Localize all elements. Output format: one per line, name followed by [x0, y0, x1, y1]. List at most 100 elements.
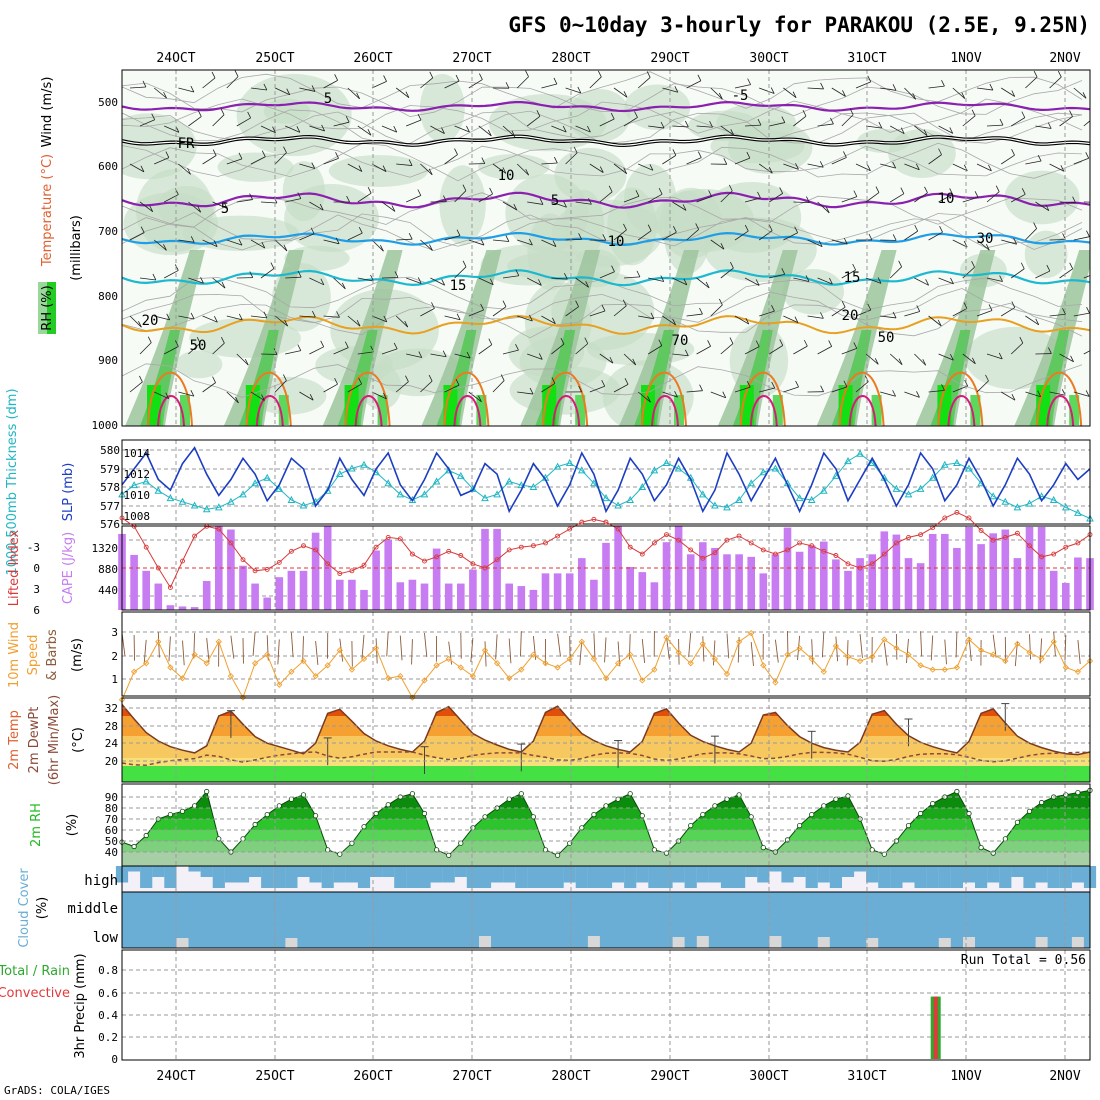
upper-wind-barb: [1073, 157, 1089, 165]
cloud-high-bar: [515, 866, 528, 888]
cloud-high-bar: [527, 866, 540, 888]
lifted-index-point: [651, 540, 657, 546]
thickness-point: [844, 457, 852, 465]
upper-wind-barb: [744, 346, 760, 355]
contour-label: 10: [608, 234, 625, 250]
lifted-index-point: [954, 509, 960, 515]
cape-bar: [444, 583, 453, 610]
cape-bar: [868, 554, 876, 610]
upper-wind-barb: [395, 381, 409, 393]
cape-bar: [590, 579, 598, 610]
upper-wind-barb: [734, 157, 751, 165]
upper-wind-barb-flag: [684, 349, 689, 356]
upper-wind-barb-flag: [140, 226, 145, 233]
upper-wind-barb-flag: [999, 275, 1003, 282]
temp-unit-label: (°C): [71, 727, 86, 753]
contour-label: 20: [142, 313, 159, 329]
rh-shading-blob: [175, 350, 223, 379]
upper-wind-barb-flag: [383, 392, 387, 400]
upper-wind-barb-flag: [320, 340, 325, 348]
upper-wind-barb: [139, 342, 152, 355]
thickness-point: [590, 479, 598, 487]
wind-label-1: 10m Wind: [7, 622, 22, 688]
upper-wind-barb: [817, 277, 833, 285]
rh-point: [615, 796, 621, 802]
wind-speed-point: [748, 629, 755, 637]
cape-bar: [190, 607, 199, 610]
upper-wind-barb-flag: [1069, 110, 1073, 117]
upper-wind-barb-flag: [1069, 262, 1074, 270]
date-label-top: 31OCT: [847, 51, 886, 66]
cape-bar: [287, 570, 296, 610]
wind-barb: [290, 632, 294, 658]
upper-wind-barb-flag: [941, 384, 945, 391]
upper-wind-barb: [454, 266, 467, 279]
upper-wind-barb: [720, 343, 734, 355]
upper-wind-barb: [914, 353, 927, 366]
upper-wind-barb: [420, 380, 433, 393]
upper-wind-barb: [1025, 228, 1037, 241]
upper-wind-barb: [686, 80, 702, 89]
upper-wind-barb: [420, 77, 434, 89]
cloud-high-bar: [273, 866, 286, 888]
thickness-point: [940, 460, 949, 468]
wind-speed-point: [663, 634, 670, 641]
upper-wind-barb-flag: [297, 192, 302, 199]
upper-wind-barb: [962, 115, 976, 127]
upper-wind-barb-flag: [892, 311, 897, 319]
contour-label: 10: [938, 191, 955, 207]
upper-wind-barb-flag: [1011, 393, 1016, 401]
isotherm-25: [641, 371, 687, 426]
upper-wind-barb: [952, 239, 968, 248]
upper-wind-barb: [928, 231, 943, 241]
rh-saturated-core: [871, 395, 882, 425]
rh-point: [192, 803, 198, 809]
upper-wind-barb: [623, 276, 640, 279]
wind-speed-point: [639, 677, 646, 684]
precip-panel: 0.8 0.6 0.4 0.2 0 Total / Rain Convective 3hr …: [0, 949, 1091, 1066]
thickness-point: [565, 458, 574, 466]
cloud-low-clear: [938, 938, 951, 948]
cloud-high-bar: [612, 866, 625, 883]
upper-wind-barb-flag: [892, 161, 897, 169]
upper-wind-barb-flag: [963, 240, 968, 248]
thickness-point: [1049, 495, 1058, 503]
y-tick-label: 24: [105, 737, 119, 750]
cape-bar: [771, 554, 780, 610]
upper-wind-barb-flag: [949, 188, 954, 195]
upper-wind-barb: [347, 315, 361, 327]
upper-wind-barb: [154, 391, 169, 400]
cape-bar: [360, 589, 368, 610]
upper-wind-barb: [502, 201, 518, 211]
upper-wind-barb: [236, 117, 251, 127]
date-label-bottom: 29OCT: [650, 1069, 689, 1084]
thickness-point: [1061, 503, 1070, 511]
upper-wind-barb-flag: [563, 272, 568, 280]
upper-wind-barb: [647, 345, 663, 355]
upper-wind-barb: [672, 353, 689, 357]
cloud-high-bar: [708, 866, 721, 883]
upper-wind-barb: [734, 230, 749, 241]
y-tick-label: 0.2: [98, 1031, 118, 1044]
thickness-point: [614, 501, 622, 509]
upper-wind-barb: [274, 315, 288, 327]
wind-barb: [641, 639, 646, 663]
upper-wind-barb: [323, 157, 339, 165]
thickness-point: [299, 501, 308, 509]
rh-saturated-core: [575, 395, 586, 425]
lifted-index-point: [579, 519, 585, 525]
y-tick-label: 60: [105, 824, 118, 837]
upper-wind-barb-flag: [261, 394, 265, 401]
cloud-high-bar: [745, 866, 758, 877]
upper-wind-barb: [527, 201, 544, 205]
upper-wind-barb-flag: [311, 85, 316, 92]
rh-point: [663, 850, 670, 856]
cape-bar: [336, 579, 344, 610]
y-tick-label: 0: [111, 1053, 118, 1066]
upper-wind-barb: [880, 163, 896, 169]
cloud-high-bar: [720, 866, 734, 888]
upper-wind-barb-flag: [139, 375, 143, 383]
upper-wind-barb-flag: [393, 125, 398, 133]
upper-wind-barb: [831, 386, 848, 393]
upper-wind-barb: [444, 384, 460, 393]
